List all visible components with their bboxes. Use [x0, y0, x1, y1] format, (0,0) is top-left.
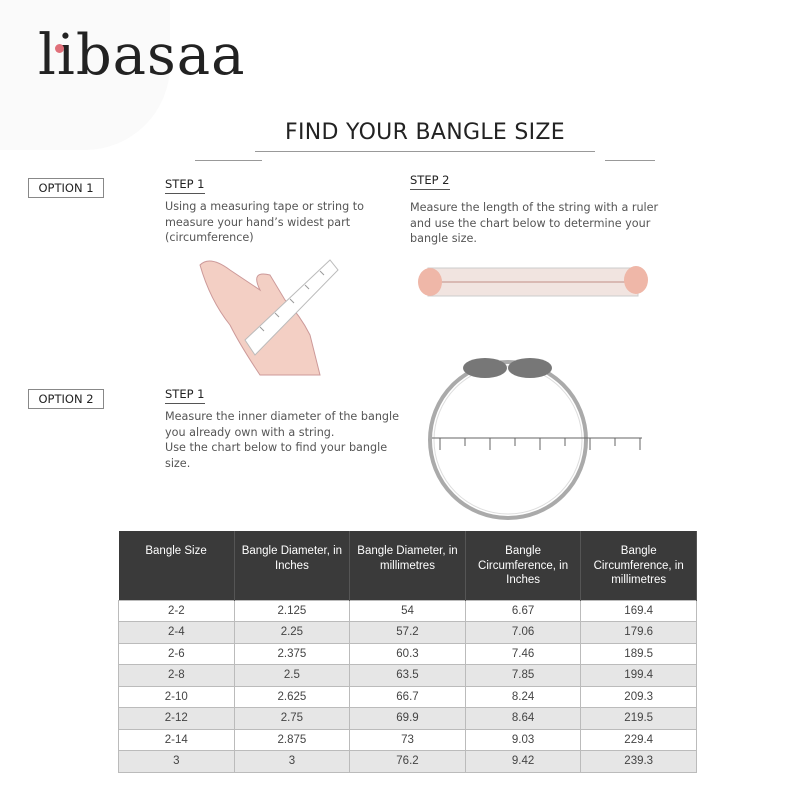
column-header: Bangle Circumference, in millimetres	[580, 531, 697, 600]
logo-dot	[55, 44, 64, 53]
table-cell: 2-10	[118, 685, 235, 708]
table-cell: 2.625	[233, 685, 351, 708]
table-row: 2-10 2.625 66.7 8.24 209.3	[118, 685, 697, 708]
table-cell: 57.2	[349, 621, 466, 644]
table-cell: 2.5	[233, 664, 351, 687]
table-cell: 3	[233, 750, 351, 773]
table-cell: 199.4	[580, 664, 697, 687]
table-cell: 2.375	[233, 642, 351, 665]
table-cell: 6.67	[464, 599, 582, 622]
option1-step1-text: Using a measuring tape or string to meas…	[165, 200, 364, 244]
table-cell: 2.875	[233, 728, 351, 751]
bangle-ruler-illustration	[428, 358, 642, 520]
table-cell: 2.125	[233, 599, 351, 622]
table-cell: 2.25	[233, 621, 351, 644]
table-cell: 189.5	[580, 642, 697, 665]
table-cell: 7.85	[464, 664, 582, 687]
page-title: FIND YOUR BANGLE SIZE	[285, 120, 565, 145]
divider	[195, 160, 262, 161]
table-cell: 209.3	[580, 685, 697, 708]
option2-step1-label: STEP 1	[165, 387, 205, 404]
table-cell: 7.06	[464, 621, 582, 644]
column-header: Bangle Diameter, in Inches	[234, 531, 351, 600]
option1-step1-label: STEP 1	[165, 177, 205, 194]
table-cell: 2-4	[118, 621, 235, 644]
column-header: Bangle Size	[118, 531, 235, 600]
table-row: 2-8 2.5 63.5 7.85 199.4	[118, 664, 697, 687]
option2-step1-text: Measure the inner diameter of the bangle…	[165, 409, 405, 471]
table-cell: 9.03	[464, 728, 582, 751]
table-cell: 179.6	[580, 621, 697, 644]
table-cell: 2-6	[118, 642, 235, 665]
divider	[605, 160, 655, 161]
column-header: Bangle Diameter, in millimetres	[349, 531, 466, 600]
table-cell: 3	[118, 750, 235, 773]
table-cell: 76.2	[349, 750, 466, 773]
table-header: Bangle Size Bangle Diameter, in Inches Ban…	[118, 531, 697, 600]
table-row: 3 3 76.2 9.42 239.3	[118, 750, 697, 773]
table-cell: 9.42	[464, 750, 582, 773]
table-cell: 63.5	[349, 664, 466, 687]
option-2-label: OPTION 2	[28, 389, 104, 409]
bangle-size-table: Bangle Size Bangle Diameter, in Inches Ban…	[118, 531, 697, 773]
table-cell: 69.9	[349, 707, 466, 730]
option-1-label: OPTION 1	[28, 178, 104, 198]
brand-logo: libasaa	[38, 23, 246, 88]
table-cell: 73	[349, 728, 466, 751]
option2-step1-line1: Measure the inner diameter of the bangle…	[165, 410, 400, 439]
table-cell: 66.7	[349, 685, 466, 708]
table-cell: 8.64	[464, 707, 582, 730]
table-row: 2-6 2.375 60.3 7.46 189.5	[118, 642, 697, 665]
table-cell: 2.75	[233, 707, 351, 730]
logo-background	[0, 0, 170, 150]
table-cell: 2-12	[118, 707, 235, 730]
table-cell: 2-2	[118, 599, 235, 622]
table-cell: 219.5	[580, 707, 697, 730]
table-cell: 239.3	[580, 750, 697, 773]
table-row: 2-2 2.125 54 6.67 169.4	[118, 599, 697, 622]
table-cell: 60.3	[349, 642, 466, 665]
table-cell: 7.46	[464, 642, 582, 665]
title-underline	[255, 151, 595, 152]
table-cell: 2-14	[118, 728, 235, 751]
option2-step1-line2: Use the chart below to find your bangle …	[165, 441, 388, 470]
table-cell: 2-8	[118, 664, 235, 687]
table-row: 2-14 2.875 73 9.03 229.4	[118, 728, 697, 751]
table-row: 2-4 2.25 57.2 7.06 179.6	[118, 621, 697, 644]
table-cell: 229.4	[580, 728, 697, 751]
table-cell: 169.4	[580, 599, 697, 622]
table-row: 2-12 2.75 69.9 8.64 219.5	[118, 707, 697, 730]
option1-step2-text: Measure the length of the string with a …	[410, 201, 659, 245]
column-header: Bangle Circumference, in Inches	[465, 531, 582, 600]
hand-measuring-illustration	[199, 259, 339, 376]
table-cell: 8.24	[464, 685, 582, 708]
ruler-string-illustration	[418, 266, 648, 297]
table-cell: 54	[349, 599, 466, 622]
option1-step2-label: STEP 2	[410, 173, 450, 190]
